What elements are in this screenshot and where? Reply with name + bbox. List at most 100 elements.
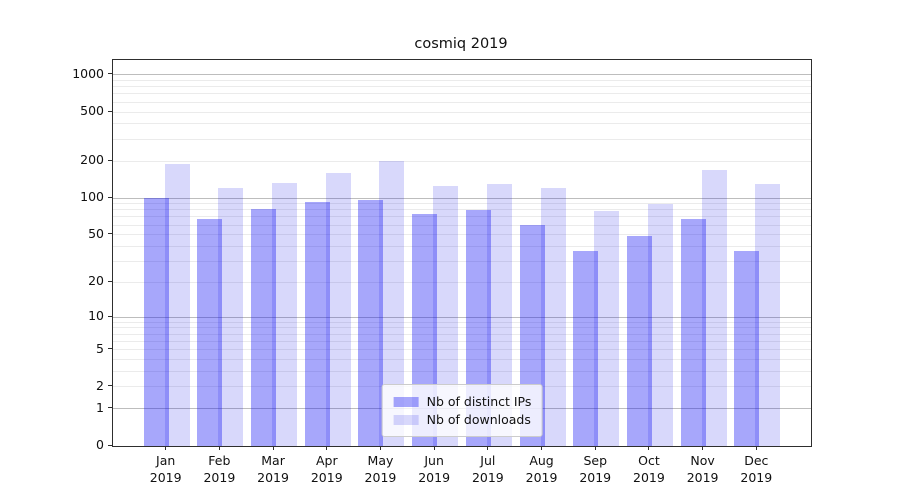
- x-tick-label-7: Aug 2019: [525, 453, 558, 485]
- y-tick-mark-500: [108, 110, 112, 112]
- gridline-500: [113, 111, 811, 113]
- x-tick-mark-11: [755, 446, 757, 450]
- x-tick-mark-7: [541, 446, 543, 450]
- gridline-70: [113, 216, 811, 218]
- legend: Nb of distinct IPs Nb of downloads: [381, 384, 543, 437]
- y-tick-mark-100: [108, 196, 112, 198]
- y-tick-label-1000: 1000: [72, 65, 104, 81]
- legend-entry-distinct-ips: Nb of distinct IPs: [393, 394, 532, 409]
- x-tick-label-11: Dec 2019: [740, 453, 773, 485]
- x-tick-mark-3: [326, 446, 328, 450]
- y-tick-mark-1: [108, 407, 112, 409]
- plot-area: Nb of distinct IPs Nb of downloads: [112, 59, 812, 447]
- x-tick-mark-8: [594, 446, 596, 450]
- gridline-40: [113, 245, 811, 247]
- y-tick-mark-20: [108, 280, 112, 282]
- gridline-9: [113, 321, 811, 323]
- x-tick-label-3: Apr 2019: [310, 453, 343, 485]
- x-tick-label-5: Jun 2019: [418, 453, 451, 485]
- y-tick-label-50: 50: [88, 225, 104, 241]
- y-tick-mark-0: [108, 444, 112, 446]
- x-tick-label-4: May 2019: [364, 453, 397, 485]
- y-tick-mark-10: [108, 315, 112, 317]
- legend-swatch-distinct-ips: [393, 396, 419, 407]
- gridline-700: [113, 93, 811, 95]
- x-tick-label-1: Feb 2019: [203, 453, 236, 485]
- gridline-900: [113, 80, 811, 81]
- chart-title: cosmiq 2019: [414, 36, 508, 52]
- bar-nov-2019-distinct-ips: [680, 218, 706, 446]
- y-tick-label-5: 5: [96, 340, 104, 356]
- gridline-1000: [113, 74, 811, 76]
- bar-may-2019-distinct-ips: [358, 199, 384, 446]
- gridline-50: [113, 234, 811, 236]
- x-tick-mark-2: [272, 446, 274, 450]
- x-tick-mark-6: [487, 446, 489, 450]
- y-tick-label-500: 500: [80, 103, 104, 119]
- gridline-10: [113, 316, 811, 318]
- y-tick-label-0: 0: [96, 437, 104, 452]
- bar-mar-2019-distinct-ips: [251, 208, 277, 446]
- legend-label-downloads: Nb of downloads: [426, 412, 531, 427]
- bar-feb-2019-downloads: [218, 187, 244, 446]
- x-tick-mark-4: [379, 446, 381, 450]
- gridline-90: [113, 203, 811, 205]
- y-tick-mark-50: [108, 233, 112, 235]
- gridline-7: [113, 333, 811, 335]
- x-tick-mark-5: [433, 446, 435, 450]
- gridline-100: [113, 197, 811, 199]
- bar-apr-2019-distinct-ips: [304, 201, 330, 446]
- bar-oct-2019-downloads: [647, 204, 673, 446]
- x-tick-label-2: Mar 2019: [257, 453, 289, 485]
- y-tick-label-200: 200: [80, 152, 104, 168]
- x-tick-label-0: Jan 2019: [149, 453, 182, 485]
- bar-jan-2019-downloads: [164, 163, 190, 446]
- gridline-5: [113, 349, 811, 351]
- gridline-30: [113, 261, 811, 263]
- gridline-20: [113, 281, 811, 283]
- y-tick-mark-200: [108, 159, 112, 161]
- gridline-200: [113, 160, 811, 162]
- x-tick-label-9: Oct 2019: [633, 453, 665, 485]
- y-tick-label-1: 1: [96, 399, 104, 415]
- legend-entry-downloads: Nb of downloads: [393, 412, 532, 427]
- bar-apr-2019-downloads: [325, 172, 351, 446]
- bar-dec-2019-downloads: [755, 183, 781, 446]
- y-tick-mark-5: [108, 348, 112, 350]
- bar-mar-2019-downloads: [272, 183, 298, 446]
- x-tick-mark-9: [648, 446, 650, 450]
- bar-jan-2019-distinct-ips: [143, 198, 169, 446]
- gridline-8: [113, 327, 811, 329]
- bar-dec-2019-distinct-ips: [734, 250, 760, 446]
- x-tick-mark-1: [218, 446, 220, 450]
- legend-label-distinct-ips: Nb of distinct IPs: [426, 394, 532, 409]
- bar-sep-2019-distinct-ips: [573, 250, 599, 446]
- y-tick-mark-1000: [108, 73, 112, 75]
- bar-aug-2019-downloads: [540, 188, 566, 446]
- gridline-600: [113, 101, 811, 103]
- x-tick-mark-0: [165, 446, 167, 450]
- gridline-400: [113, 123, 811, 125]
- gridline-3: [113, 371, 811, 373]
- gridline-80: [113, 209, 811, 211]
- x-tick-label-10: Nov 2019: [686, 453, 719, 485]
- gridline-4: [113, 359, 811, 361]
- bar-oct-2019-distinct-ips: [626, 235, 652, 446]
- bar-nov-2019-downloads: [701, 169, 727, 446]
- y-tick-label-10: 10: [88, 308, 104, 324]
- gridline-6: [113, 340, 811, 342]
- y-tick-label-2: 2: [96, 377, 104, 393]
- y-tick-label-20: 20: [88, 273, 104, 289]
- y-tick-label-100: 100: [80, 189, 104, 205]
- legend-swatch-downloads: [393, 414, 419, 425]
- y-tick-mark-2: [108, 385, 112, 387]
- bar-feb-2019-distinct-ips: [197, 219, 223, 446]
- x-tick-label-6: Jul 2019: [471, 453, 504, 485]
- x-tick-mark-10: [702, 446, 704, 450]
- gridline-800: [113, 86, 811, 88]
- gridline-300: [113, 138, 811, 140]
- gridline-60: [113, 224, 811, 226]
- x-tick-label-8: Sep 2019: [579, 453, 612, 485]
- bar-sep-2019-downloads: [594, 210, 620, 446]
